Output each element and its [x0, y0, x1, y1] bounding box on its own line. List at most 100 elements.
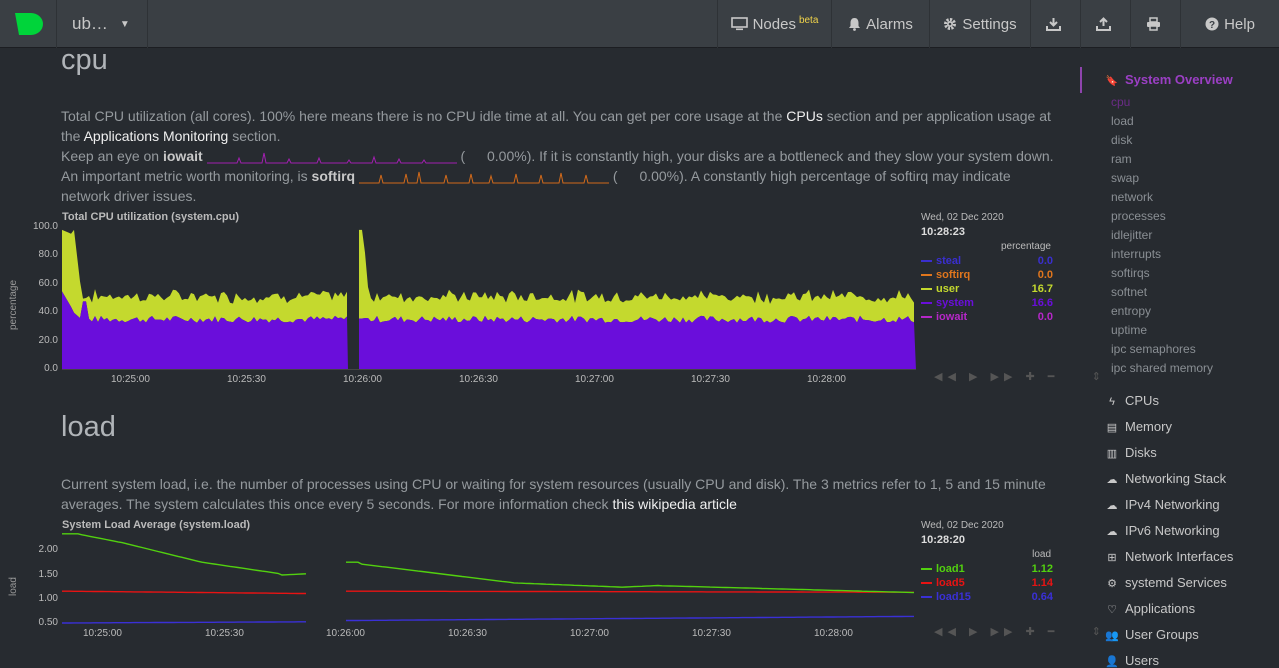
nodes-button[interactable]: Nodes beta: [717, 0, 831, 48]
sidebar-item-label: systemd Services: [1125, 575, 1227, 590]
sidebar-subitem-cpu[interactable]: cpu: [1111, 95, 1131, 109]
sidebar-subitem-network[interactable]: network: [1111, 190, 1154, 204]
settings-label: Settings: [962, 15, 1017, 33]
cpu-chart-plot[interactable]: [62, 225, 916, 370]
cpu-legend-iowait[interactable]: iowait 0.0: [921, 311, 1053, 325]
cpu-user-area: [359, 229, 914, 323]
top-navbar: ub… ▼ Nodes beta Alarms Settings ? Help: [0, 0, 1279, 48]
sidebar-item-networking-stack[interactable]: ☁ Networking Stack: [1105, 471, 1227, 486]
legend-value: 1.14: [1031, 577, 1053, 589]
settings-button[interactable]: Settings: [929, 0, 1030, 48]
cpu-legend-softirq[interactable]: softirq 0.0: [921, 269, 1053, 283]
cpu-chart-controls[interactable]: ◀◀ ▶ ▶▶ ✚ ━ ⇕: [934, 371, 1106, 383]
load-legend-units: load: [1032, 549, 1051, 560]
sidebar-item-label: Applications: [1125, 601, 1196, 616]
applications-monitoring-link[interactable]: Applications Monitoring: [83, 128, 229, 144]
legend-swatch: [921, 260, 932, 263]
wikipedia-link[interactable]: this wikipedia article: [612, 496, 737, 512]
sidebar-item-network-interfaces[interactable]: ⊞ Network Interfaces: [1105, 549, 1233, 564]
load-line-load5: [62, 590, 306, 595]
nodes-label: Nodes: [752, 15, 796, 33]
sidebar-item-cpus[interactable]: ϟ CPUs: [1105, 393, 1159, 408]
cpu-xtick: 10:28:00: [807, 374, 846, 385]
sidebar-item-systemd-services[interactable]: ⚙ systemd Services: [1105, 575, 1227, 590]
sidebar-subitem-interrupts[interactable]: interrupts: [1111, 247, 1162, 261]
sidebar-item-applications[interactable]: ♡ Applications: [1105, 601, 1195, 616]
sidebar-item-label: Network Interfaces: [1125, 549, 1234, 564]
sidebar-item-disks[interactable]: ▥ Disks: [1105, 445, 1157, 460]
sidebar-item-label: CPUs: [1125, 393, 1159, 408]
cpu-legend-user[interactable]: user 16.7: [921, 283, 1053, 297]
sidebar-item-label: User Groups: [1125, 627, 1199, 642]
print-icon: [1146, 17, 1160, 31]
legend-name: system: [936, 297, 974, 309]
iowait-description: Keep an eye on iowait ( 0.00%). If it is…: [61, 146, 1061, 166]
cpu-xtick: 10:25:30: [227, 374, 266, 385]
load-description: Current system load, i.e. the number of …: [61, 474, 1061, 514]
sidebar-subitem-processes[interactable]: processes: [1111, 209, 1166, 223]
cpu-system-area: [62, 291, 348, 370]
softirq-text: A constantly high percentage of softirq …: [61, 168, 1011, 204]
cpu-legend-system[interactable]: system 16.6: [921, 297, 1053, 311]
bolt-icon: ϟ: [1109, 396, 1115, 408]
upload-button[interactable]: [1080, 0, 1130, 48]
chevron-down-icon: ▼: [119, 18, 130, 30]
sidebar-subitem-ipc-semaphores[interactable]: ipc semaphores: [1111, 342, 1196, 356]
beta-badge: beta: [798, 14, 819, 26]
sidebar-subitem-entropy[interactable]: entropy: [1111, 304, 1152, 318]
sidebar-subitem-load[interactable]: load: [1111, 114, 1134, 128]
load-xtick: 10:28:00: [814, 628, 853, 639]
iowait-text: If it is constantly high, your disks are…: [535, 148, 1054, 164]
load-legend-load5[interactable]: load5 1.14: [921, 577, 1053, 591]
load-legend-load1[interactable]: load1 1.12: [921, 563, 1053, 577]
load-chart-controls[interactable]: ◀◀ ▶ ▶▶ ✚ ━ ⇕: [934, 626, 1106, 638]
load-legend-date: Wed, 02 Dec 2020: [921, 520, 1004, 531]
legend-name: load5: [936, 577, 965, 589]
iowait-text: Keep an eye on: [61, 148, 163, 164]
cpu-legend-steal[interactable]: steal 0.0: [921, 255, 1053, 269]
load-legend-load15[interactable]: load15 0.64: [921, 591, 1053, 605]
cpus-link[interactable]: CPUs: [786, 108, 823, 124]
load-chart-ylabel: load: [8, 577, 19, 596]
sidebar-item-users[interactable]: 👤 Users: [1105, 653, 1159, 668]
sidebar-subitem-softirqs[interactable]: softirqs: [1111, 266, 1150, 280]
load-chart-plot[interactable]: [62, 533, 916, 625]
sidebar-subitem-disk[interactable]: disk: [1111, 133, 1133, 147]
sidebar-item-ipv4-networking[interactable]: ☁ IPv4 Networking: [1105, 497, 1220, 512]
help-button[interactable]: ? Help: [1180, 0, 1279, 48]
legend-name: softirq: [936, 269, 971, 281]
help-label: Help: [1224, 15, 1255, 33]
iowait-sparkline[interactable]: [206, 149, 457, 165]
load-chart-title: System Load Average (system.load): [62, 519, 251, 531]
load-line-load5: [346, 590, 914, 593]
cpu-system-area: [359, 315, 916, 370]
sidebar-item-system-overview[interactable]: 🔖 System Overview: [1105, 72, 1233, 87]
cpu-ytick: 40.0: [38, 306, 58, 317]
sidebar-subitem-uptime[interactable]: uptime: [1111, 323, 1148, 337]
print-button[interactable]: [1130, 0, 1180, 48]
legend-swatch: [921, 582, 932, 585]
legend-swatch: [921, 316, 932, 319]
cloud-icon: ☁: [1106, 526, 1118, 538]
sidebar-subitem-softnet[interactable]: softnet: [1111, 285, 1148, 299]
legend-value: 0.0: [1037, 311, 1053, 323]
softirq-paren: (: [612, 168, 618, 184]
sidebar-item-label: Memory: [1125, 419, 1172, 434]
softirq-sparkline[interactable]: [358, 169, 609, 185]
sidebar-item-memory[interactable]: ▤ Memory: [1105, 419, 1172, 434]
host-selector[interactable]: ub… ▼: [56, 0, 148, 48]
load-desc-text: Current system load, i.e. the number of …: [61, 476, 1046, 512]
sidebar-subitem-ipc-shared-memory[interactable]: ipc shared memory: [1111, 361, 1214, 375]
netdata-logo[interactable]: [0, 0, 56, 48]
sidebar-item-ipv6-networking[interactable]: ☁ IPv6 Networking: [1105, 523, 1220, 538]
sidebar-subitem-swap[interactable]: swap: [1111, 171, 1140, 185]
sidebar-subitem-ram[interactable]: ram: [1111, 152, 1132, 166]
alarms-button[interactable]: Alarms: [831, 0, 929, 48]
sidebar-subitem-idlejitter[interactable]: idlejitter: [1111, 228, 1153, 242]
softirq-text: An important metric worth monitoring, is: [61, 168, 312, 184]
cpu-legend-date: Wed, 02 Dec 2020: [921, 212, 1004, 223]
download-button[interactable]: [1030, 0, 1080, 48]
disk-icon: ▥: [1106, 448, 1118, 460]
legend-swatch: [921, 302, 932, 305]
sidebar-item-user-groups[interactable]: 👥 User Groups: [1105, 627, 1199, 642]
